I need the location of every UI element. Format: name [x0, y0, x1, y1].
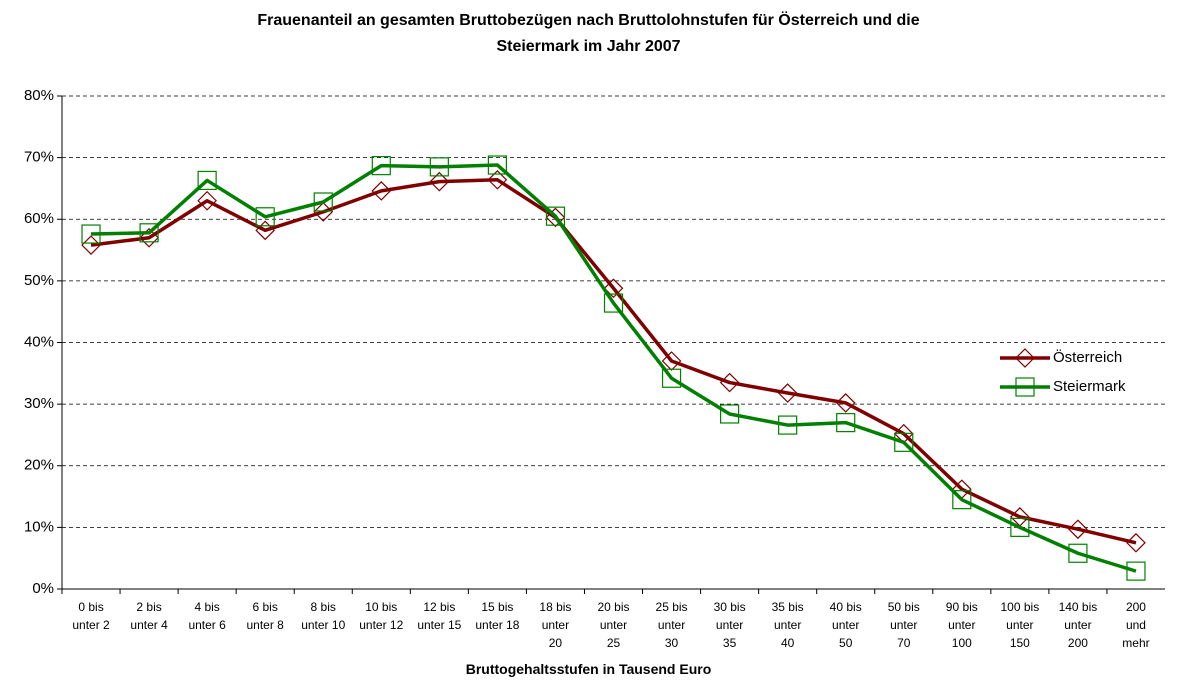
legend-marker	[1015, 377, 1035, 397]
x-tick-label: 35 bis unter 40	[771, 600, 804, 650]
data-point	[429, 171, 450, 192]
data-point	[952, 490, 972, 510]
data-point	[197, 170, 217, 191]
data-point	[1068, 543, 1088, 563]
x-tick-label: 50 bis unter 70	[887, 600, 920, 650]
x-tick-label: 18 bis unter 20	[539, 600, 572, 650]
x-tick-label: 4 bis unter 6	[188, 600, 226, 632]
data-point	[487, 155, 507, 175]
legend-label: Steiermark	[1053, 378, 1126, 395]
data-point	[836, 413, 856, 433]
x-tick-label: 25 bis unter 30	[655, 600, 688, 650]
data-point	[1068, 519, 1088, 540]
data-point	[1126, 532, 1146, 553]
data-point	[778, 415, 798, 435]
y-tick-label: 50%	[24, 272, 54, 289]
data-point	[545, 206, 566, 226]
data-point	[894, 432, 914, 452]
data-point	[313, 192, 333, 212]
x-tick-label: 2 bis unter 4	[130, 600, 168, 632]
x-tick-label: 0 bis unter 2	[72, 600, 110, 632]
data-point	[255, 207, 275, 227]
data-point	[545, 207, 566, 228]
x-tick-label: 100 bis unter 150	[1000, 600, 1040, 650]
x-tick-label: 8 bis unter 10	[301, 600, 346, 632]
data-point	[81, 224, 101, 244]
x-tick-label: 30 bis unter 35	[713, 600, 746, 650]
x-axis-title: Bruttogehaltsstufen in Tausend Euro	[465, 661, 712, 677]
legend-marker	[1015, 348, 1035, 368]
data-point	[197, 190, 217, 211]
legend-label: Österreich	[1053, 348, 1122, 366]
data-point	[139, 223, 159, 243]
data-point	[603, 293, 624, 313]
data-point	[661, 351, 682, 371]
data-point	[487, 169, 508, 190]
y-tick-label: 60%	[24, 210, 54, 227]
data-point	[139, 227, 159, 248]
x-tick-label: 15 bis unter 18	[475, 600, 520, 632]
data-point	[603, 278, 624, 299]
y-tick-label: 10%	[24, 518, 54, 535]
y-tick-label: 40%	[24, 333, 54, 350]
data-point	[777, 383, 798, 403]
data-point	[1010, 517, 1030, 537]
y-tick-label: 70%	[24, 149, 54, 166]
chart-title: Frauenanteil an gesamten Bruttobezügen n…	[257, 12, 920, 55]
y-tick-label: 20%	[24, 457, 54, 474]
x-tick-label: 200 und mehr	[1122, 600, 1150, 650]
data-point	[313, 202, 334, 222]
y-tick-label: 0%	[32, 580, 54, 597]
data-point	[371, 181, 392, 201]
data-point	[255, 220, 276, 241]
data-point	[81, 235, 101, 255]
y-tick-label: 30%	[24, 395, 54, 412]
x-tick-label: 40 bis unter 50	[829, 600, 862, 650]
data-point	[720, 404, 740, 424]
x-tick-label: 10 bis unter 12	[359, 600, 404, 632]
x-tick-label: 20 bis unter 25	[597, 600, 630, 650]
data-point	[835, 393, 856, 413]
x-tick-label: 140 bis unter 200	[1058, 600, 1098, 650]
data-point	[661, 368, 682, 388]
data-point	[1126, 561, 1146, 581]
data-point	[719, 372, 740, 393]
y-tick-label: 80%	[24, 87, 54, 104]
x-tick-label: 12 bis unter 15	[417, 600, 462, 632]
x-tick-label: 6 bis unter 8	[246, 600, 284, 632]
series-line	[90, 163, 1137, 573]
data-point	[371, 156, 391, 176]
series-line	[90, 178, 1137, 545]
data-point	[429, 157, 449, 177]
x-tick-label: 90 bis unter 100	[945, 600, 978, 650]
